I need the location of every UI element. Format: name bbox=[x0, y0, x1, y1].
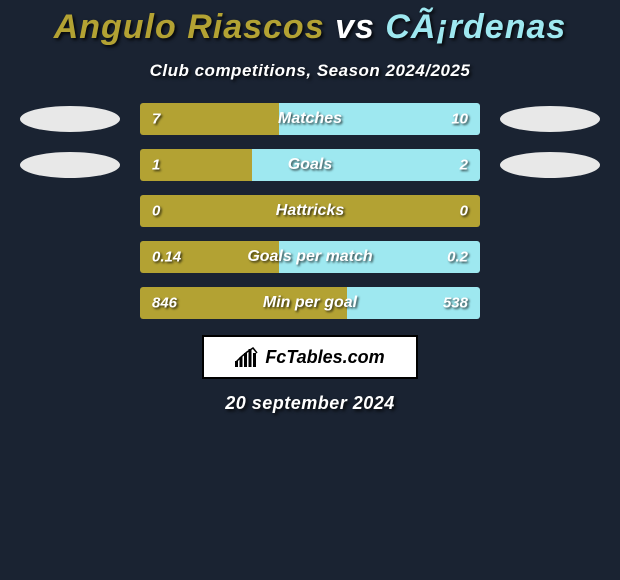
stat-value-left: 0.14 bbox=[152, 249, 181, 266]
stat-label: Min per goal bbox=[263, 294, 357, 312]
player2-name: CÃ¡rdenas bbox=[385, 8, 566, 46]
stat-value-right: 10 bbox=[451, 111, 468, 128]
stat-label: Hattricks bbox=[276, 202, 344, 220]
stat-value-right: 2 bbox=[460, 157, 468, 174]
stat-row: 0 0 Hattricks bbox=[0, 195, 620, 227]
bar-right bbox=[252, 149, 480, 181]
stat-value-left: 0 bbox=[152, 203, 160, 220]
player1-name: Angulo Riascos bbox=[54, 8, 325, 46]
date-text: 20 september 2024 bbox=[0, 393, 620, 414]
stat-value-right: 0.2 bbox=[447, 249, 468, 266]
stat-label: Goals per match bbox=[247, 248, 372, 266]
page-title: Angulo Riascos vs CÃ¡rdenas bbox=[0, 8, 620, 47]
bar-chart-icon bbox=[235, 347, 259, 367]
stat-bar: 0.14 0.2 Goals per match bbox=[140, 241, 480, 273]
stat-value-right: 0 bbox=[460, 203, 468, 220]
stat-row: 7 10 Matches bbox=[0, 103, 620, 135]
stat-row: 1 2 Goals bbox=[0, 149, 620, 181]
indicator-right bbox=[500, 106, 600, 132]
brand-text: FcTables.com bbox=[235, 347, 384, 368]
stat-value-left: 7 bbox=[152, 111, 160, 128]
stat-value-left: 1 bbox=[152, 157, 160, 174]
stat-label: Goals bbox=[288, 156, 332, 174]
stat-bar: 0 0 Hattricks bbox=[140, 195, 480, 227]
brand-box: FcTables.com bbox=[202, 335, 418, 379]
stat-label: Matches bbox=[278, 110, 342, 128]
stat-row: 0.14 0.2 Goals per match bbox=[0, 241, 620, 273]
comparison-card: Angulo Riascos vs CÃ¡rdenas Club competi… bbox=[0, 0, 620, 414]
subtitle: Club competitions, Season 2024/2025 bbox=[0, 61, 620, 81]
stat-row: 846 538 Min per goal bbox=[0, 287, 620, 319]
indicator-left bbox=[20, 106, 120, 132]
stat-rows: 7 10 Matches 1 2 Goals 0 0 Hattricks 0.14 0.2 Goals… bbox=[0, 103, 620, 319]
indicator-left bbox=[20, 152, 120, 178]
stat-value-left: 846 bbox=[152, 295, 177, 312]
stat-bar: 7 10 Matches bbox=[140, 103, 480, 135]
indicator-right bbox=[500, 152, 600, 178]
brand-label: FcTables.com bbox=[265, 347, 384, 368]
vs-text: vs bbox=[335, 8, 375, 46]
stat-value-right: 538 bbox=[443, 295, 468, 312]
stat-bar: 846 538 Min per goal bbox=[140, 287, 480, 319]
stat-bar: 1 2 Goals bbox=[140, 149, 480, 181]
bar-left bbox=[140, 103, 279, 135]
